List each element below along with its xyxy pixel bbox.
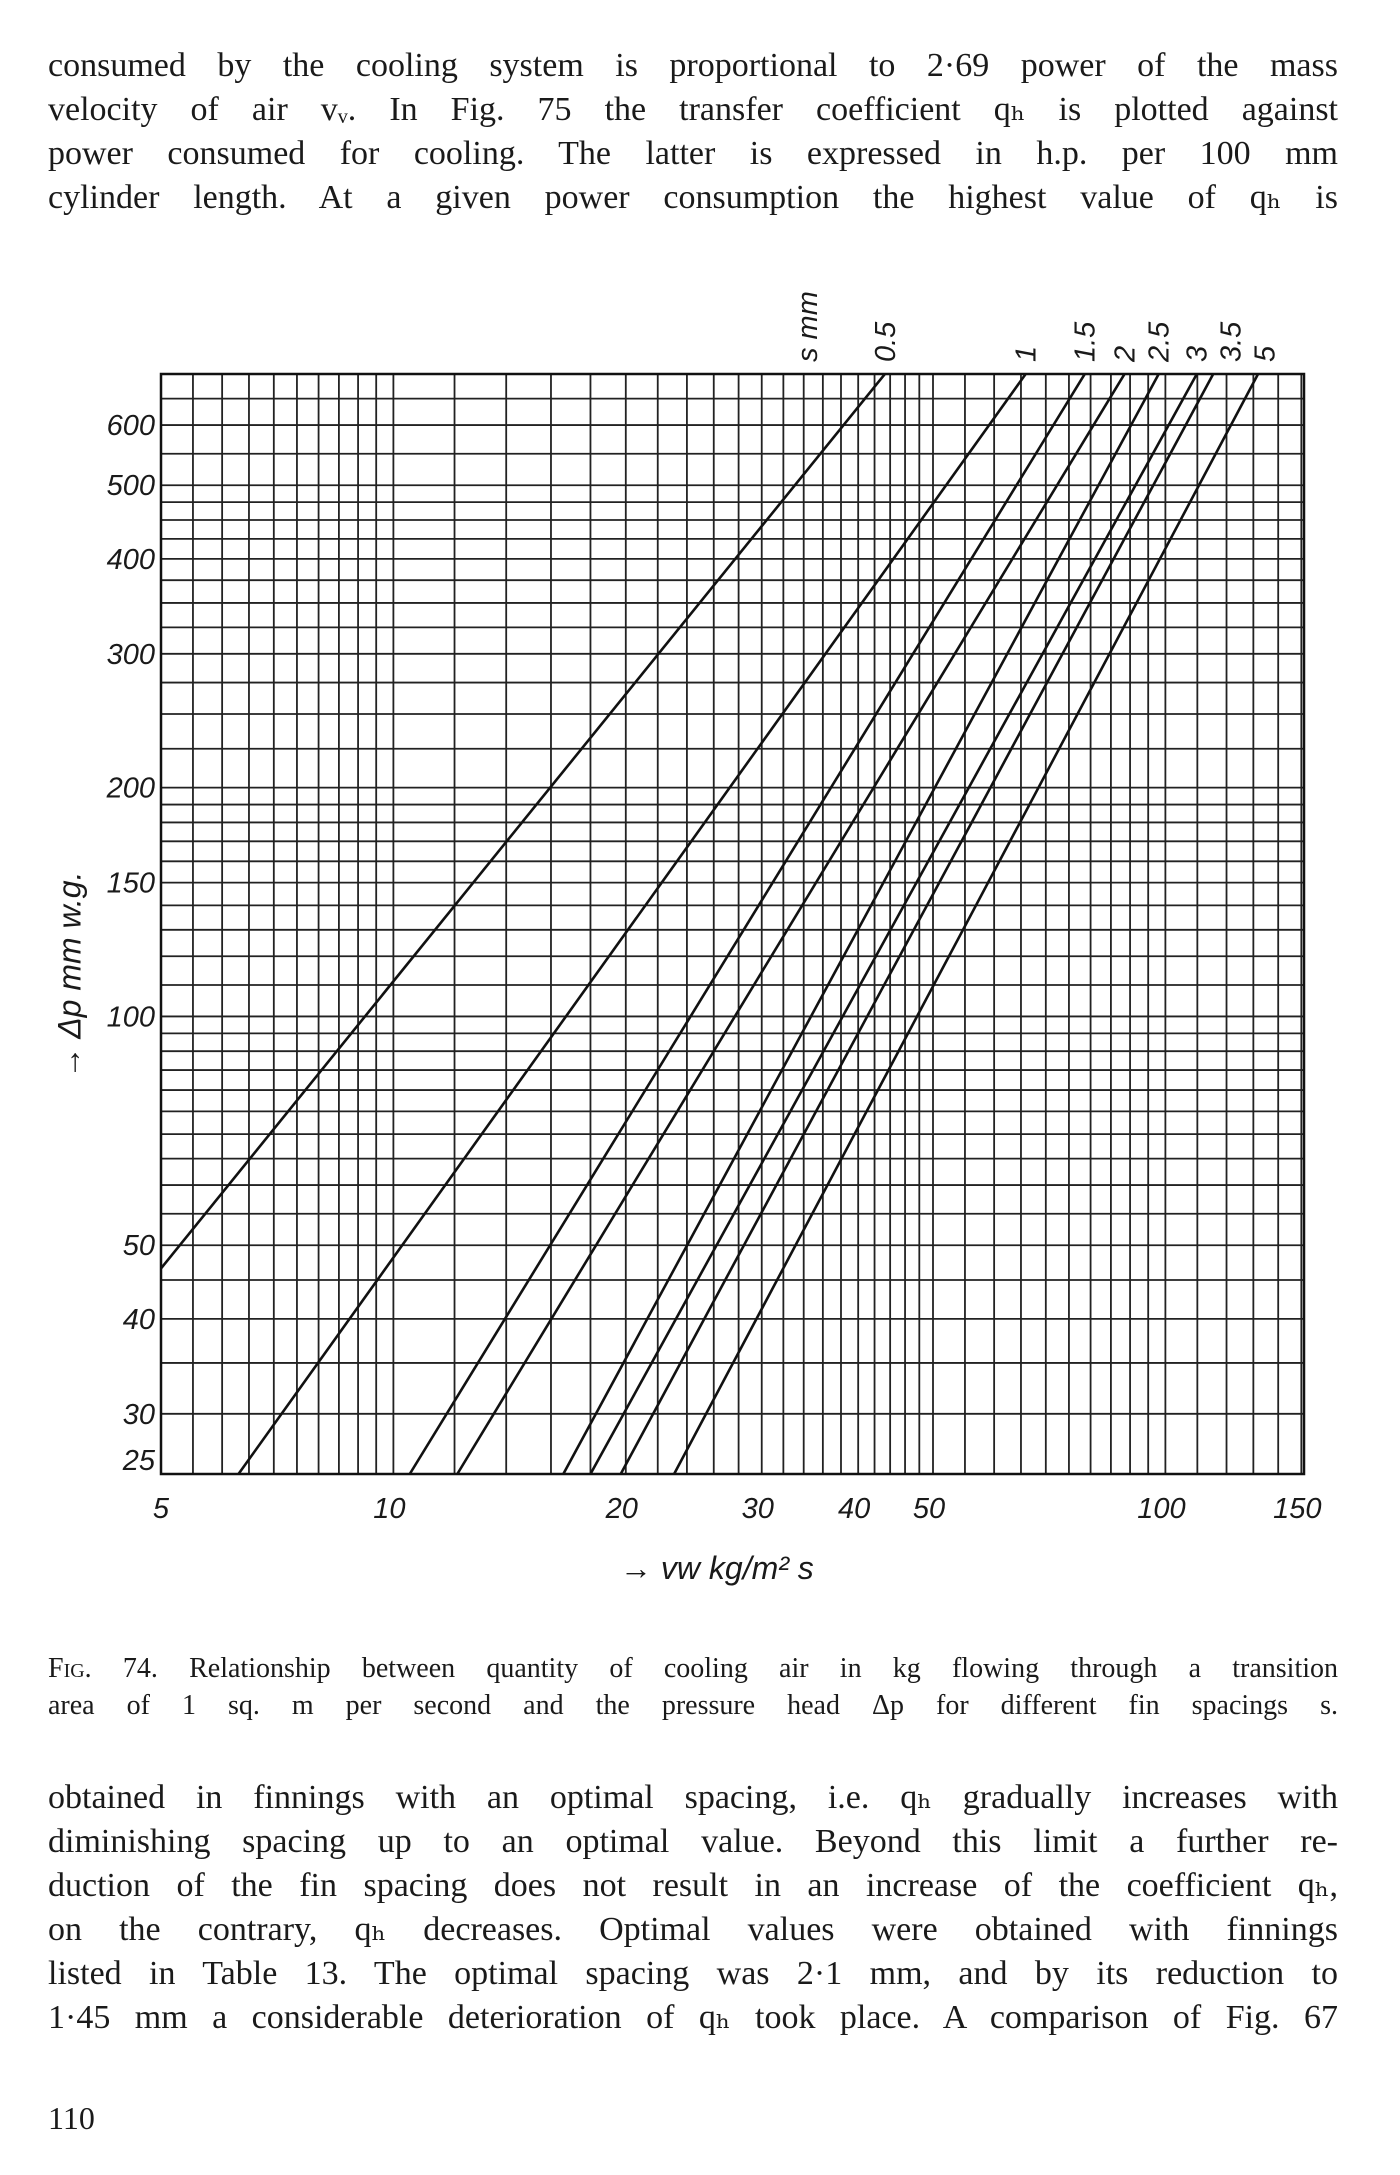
series-label: 2 [1109, 346, 1141, 363]
text-line: diminishing spacing up to an optimal val… [48, 1823, 1338, 1860]
text-line: listed in Table 13. The optimal spacing … [48, 1955, 1338, 1992]
series-label: 1 [1011, 346, 1043, 362]
text-line: cylinder length. At a given power consum… [48, 179, 1338, 216]
y-tick-label: 600 [107, 410, 155, 442]
y-tick-label: 100 [107, 1001, 155, 1033]
legend-title: s mm [792, 291, 824, 362]
series-line-s-2 [456, 373, 1126, 1475]
x-tick-label: 20 [605, 1493, 638, 1525]
y-tick-label: 200 [106, 773, 155, 805]
x-tick-label: 5 [153, 1493, 170, 1525]
y-tick-label: 500 [107, 470, 155, 502]
series-label: 2.5 [1144, 321, 1176, 363]
text-line: power consumed for cooling. The latter i… [48, 135, 1338, 172]
series-label: 5 [1250, 345, 1282, 362]
page-number: 110 [48, 2100, 95, 2136]
figure-label: Fig. 74. [48, 1653, 158, 1684]
series-label: 3.5 [1216, 321, 1248, 362]
text-line: duction of the fin spacing does not resu… [48, 1867, 1338, 1904]
caption-line: Fig. 74. Relationship between quantity o… [48, 1650, 1338, 1687]
y-tick-label: 30 [123, 1399, 155, 1431]
series-line-s-1-5 [408, 373, 1086, 1475]
text-line: velocity of air vᵥ. In Fig. 75 the trans… [48, 91, 1338, 128]
series-label: 3 [1182, 346, 1214, 362]
series-line-s-0-5 [159, 373, 886, 1270]
plot-frame [159, 372, 1306, 1476]
y-tick-label: 400 [107, 544, 155, 576]
series-line-s-3-5 [619, 373, 1215, 1475]
y-tick-label: 40 [123, 1304, 155, 1336]
y-tick-label: 25 [122, 1445, 156, 1477]
text-line: obtained in finnings with an optimal spa… [48, 1779, 1338, 1816]
x-tick-label: 50 [913, 1493, 945, 1525]
series-line-s-5 [672, 373, 1260, 1475]
caption-line: area of 1 sq. m per second and the press… [48, 1690, 1338, 1721]
figure-caption: Fig. 74. Relationship between quantity o… [48, 1650, 1338, 1724]
y-tick-label: 150 [107, 868, 155, 900]
series-line-s-3 [589, 373, 1198, 1475]
text-line: 1·45 mm a considerable deterioration of … [48, 1999, 1338, 2036]
series-label: 1.5 [1070, 321, 1102, 362]
y-tick-label: 300 [107, 639, 155, 671]
y-tick-label: 50 [123, 1230, 155, 1262]
series-line-s-1 [237, 373, 1027, 1475]
caption-text: Relationship between quantity of cooling… [189, 1653, 1338, 1684]
pressure-head-chart: 0.5 1 1.5 2 2.5 3 3.5 5s mm5 10 20 30 40 50 100 150253… [106, 291, 1322, 1525]
series-line-s-2-5 [562, 373, 1160, 1475]
top-paragraph: consumed by the cooling system is propor… [48, 44, 1338, 220]
bottom-paragraph: obtained in finnings with an optimal spa… [48, 1776, 1338, 2040]
y-axis-title: → Δp mm w.g. [51, 871, 88, 1079]
x-tick-label: 150 [1273, 1493, 1321, 1525]
x-tick-label: 30 [742, 1493, 774, 1525]
text-line: on the contrary, qₕ decreases. Optimal v… [48, 1911, 1338, 1948]
text-line: consumed by the cooling system is propor… [48, 47, 1338, 84]
x-tick-label: 40 [838, 1493, 870, 1525]
x-axis-title: → vw kg/m² s [620, 1550, 814, 1586]
x-tick-label: 10 [373, 1493, 405, 1525]
series-label: 0.5 [870, 321, 902, 362]
x-tick-label: 100 [1137, 1493, 1185, 1525]
